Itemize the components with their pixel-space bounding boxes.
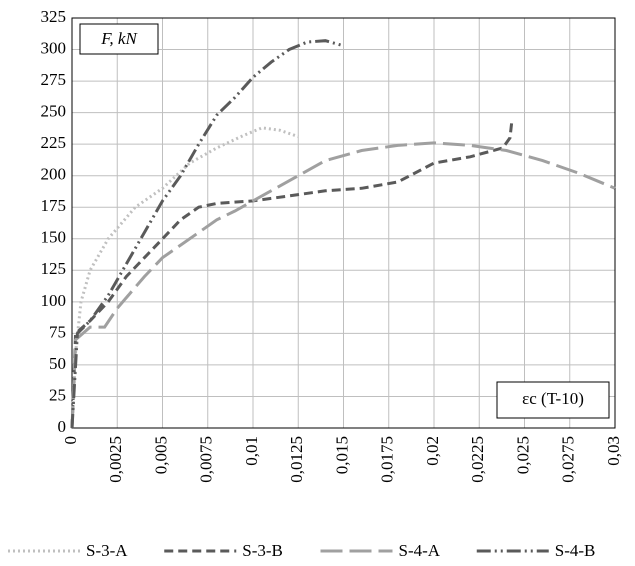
y-tick-label: 200 (41, 165, 67, 184)
y-tick-label: 25 (49, 385, 66, 404)
x-tick-label: 0,025 (513, 436, 532, 474)
y-tick-label: 250 (41, 102, 67, 121)
y-tick-label: 175 (41, 196, 67, 215)
y-tick-label: 50 (49, 354, 66, 373)
y-tick-label: 100 (41, 291, 67, 310)
x-axis-label: εc (T-10) (522, 389, 584, 408)
x-tick-label: 0,0275 (559, 436, 578, 483)
series-line (70, 121, 514, 429)
x-label-box (496, 381, 610, 419)
y-tick-label: 225 (41, 133, 67, 152)
y-tick-label: 75 (49, 322, 66, 341)
x-tick-label: 0,015 (332, 436, 351, 474)
x-tick-label: 0,0075 (197, 436, 216, 483)
series-line (70, 39, 344, 429)
x-tick-label: 0,01 (242, 436, 261, 466)
y-tick-label: 125 (41, 259, 67, 278)
y-tick-label: 275 (41, 70, 67, 89)
x-tick-label: 0,0175 (378, 436, 397, 483)
legend-label: S-4-A (399, 541, 441, 560)
x-tick-label: 0,02 (423, 436, 442, 466)
y-axis-label: F, kN (100, 29, 138, 48)
series-line (70, 126, 299, 429)
y-tick-label: 150 (41, 228, 67, 247)
y-tick-label: 0 (58, 417, 67, 436)
x-tick-label: 0 (61, 436, 80, 445)
legend-label: S-3-A (86, 541, 128, 560)
y-tick-label: 325 (41, 7, 67, 26)
x-tick-label: 0,005 (151, 436, 170, 474)
legend-label: S-3-B (242, 541, 283, 560)
x-tick-label: 0,03 (604, 436, 623, 466)
x-tick-label: 0,0225 (468, 436, 487, 483)
y-tick-label: 300 (41, 38, 67, 57)
legend-label: S-4-B (555, 541, 596, 560)
x-tick-label: 0,0025 (106, 436, 125, 483)
plot-border (71, 17, 616, 429)
x-tick-label: 0,0125 (287, 436, 306, 483)
series-line (70, 141, 616, 429)
y-label-box (79, 23, 159, 55)
